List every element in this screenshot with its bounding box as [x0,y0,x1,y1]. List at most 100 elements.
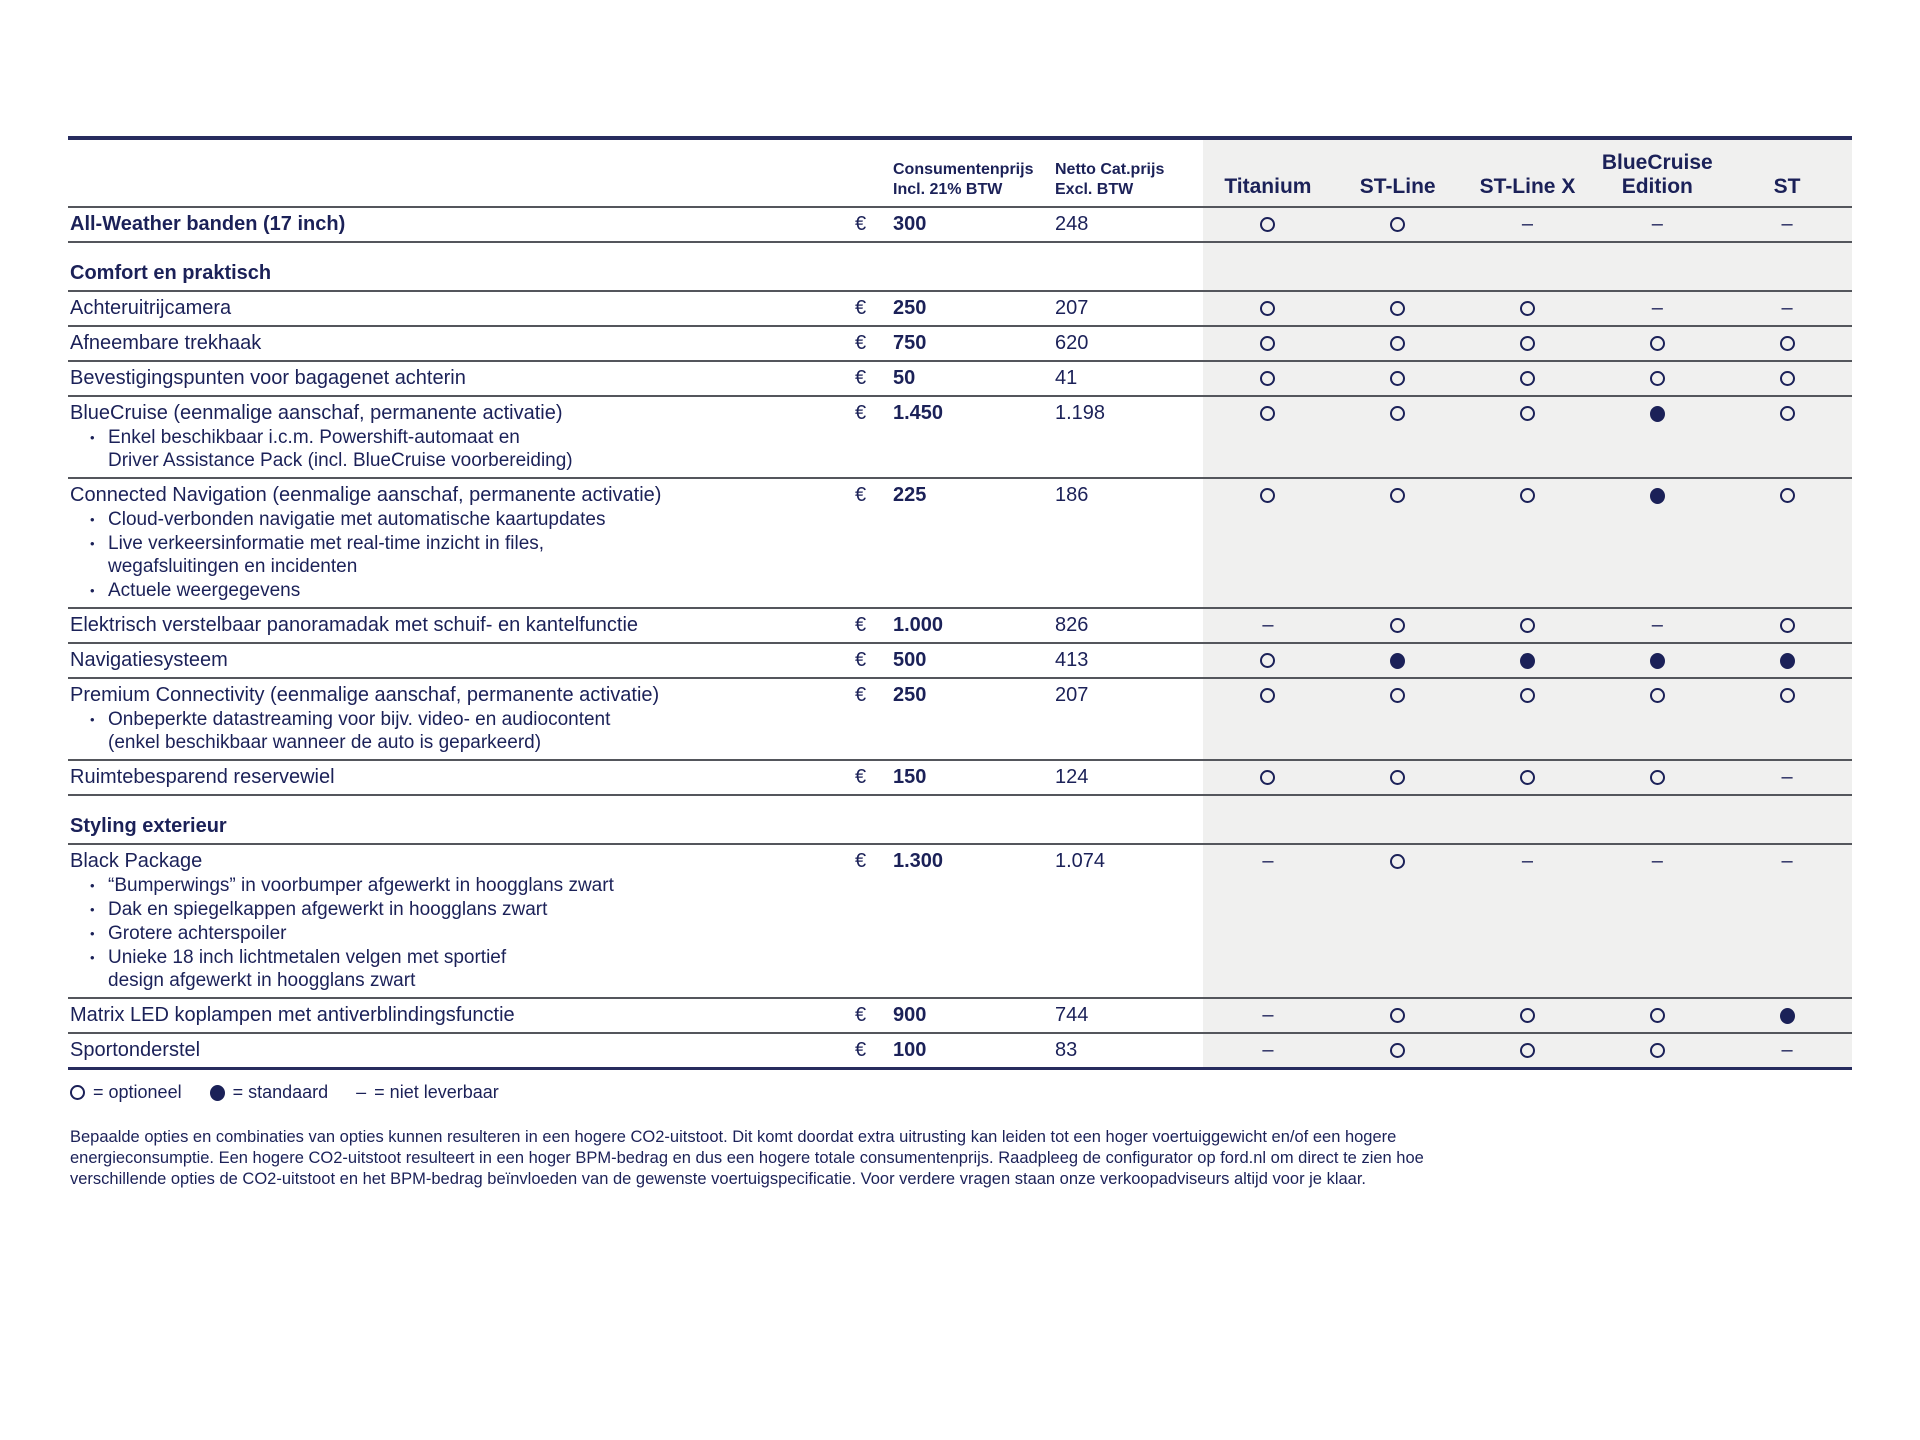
price-spacer [883,796,1053,843]
availability-cells [1203,679,1852,759]
bullet-text: Live verkeersinformatie met real-time in… [108,532,544,578]
optional-icon [70,1085,85,1100]
availability-cell [1722,397,1852,477]
option-label-text: Bevestigingspunten voor bagagenet achter… [70,367,466,389]
not-available-dash: – [1262,1039,1274,1061]
option-row: BlueCruise (eenmalige aanschaf, permanen… [68,397,1852,479]
optional-icon [1260,217,1276,232]
optional-icon [1390,770,1406,785]
bullet-icon: • [90,712,95,727]
optional-icon [1519,1008,1535,1023]
availability-cell [1333,999,1463,1032]
not-available-dash: – [1781,850,1793,872]
availability-cells [1203,479,1852,607]
not-available-dash: – [1781,213,1793,235]
section-header-row: Styling exterieur [68,796,1852,845]
bullet-item: • Onbeperkte datastreaming voor bijv. vid… [70,708,828,754]
currency-symbol: € [854,614,867,636]
optional-icon [1649,371,1665,386]
trim-column-header: ST-Line [1359,175,1436,198]
option-label-text: Elektrisch verstelbaar panoramadak met s… [70,614,639,636]
bullet-text: Onbeperkte datastreaming voor bijv. vide… [108,708,610,754]
availability-cell [1463,1034,1593,1067]
section-title: Styling exterieur [70,815,227,837]
netto-price-value: 186 [1055,484,1089,506]
optional-icon [1260,770,1276,785]
trim-columns-header: Titanium ST-Line ST-Line X BlueCruise Editi… [1203,140,1852,206]
currency-symbol: € [854,1039,867,1061]
option-label: Ruimtebesparend reservewiel [68,761,838,794]
availability-cell [1592,644,1722,677]
not-available-dash: – [1521,850,1534,872]
bullet-icon: • [90,878,95,893]
netto-price-value: 207 [1055,684,1089,706]
optional-icon [1390,217,1406,232]
option-row: Afneembare trekhaak €750 620 [68,327,1852,362]
availability-cell [1333,761,1463,794]
availability-cell [1463,761,1593,794]
not-available-dash: – [1262,850,1274,872]
netto-price-value: 826 [1055,614,1089,636]
availability-cell [1333,644,1463,677]
option-label-text: Navigatiesysteem [70,649,228,671]
availability-cell [1333,292,1463,325]
optional-icon [1260,488,1276,503]
option-label-text: Black Package [70,850,203,872]
availability-cell [1592,362,1722,395]
footnote: Bepaalde opties en combinaties van optie… [68,1127,1852,1190]
availability-cell: – [1722,1034,1852,1067]
trim-column-header: ST-Line X [1479,175,1576,198]
netto-price-value: 248 [1055,213,1089,235]
consumer-price-value: 300 [893,213,927,235]
availability-cells: – – [1203,1034,1852,1067]
optional-icon [1519,371,1535,386]
availability-cell [1722,327,1852,360]
optional-icon [1649,1008,1665,1023]
option-label-text: Afneembare trekhaak [70,332,262,354]
netto-price-value: 620 [1055,332,1089,354]
availability-cell: – [1722,761,1852,794]
availability-cell [1722,362,1852,395]
standard-icon [1390,653,1406,669]
option-row: Elektrisch verstelbaar panoramadak met s… [68,609,1852,644]
bullet-text: Enkel beschikbaar i.c.m. Powershift-auto… [108,426,573,472]
option-label: Navigatiesysteem [68,644,838,677]
availability-cells [1203,327,1852,360]
optional-icon [1260,653,1276,668]
bullet-text-line: Grotere achterspoiler [108,923,287,944]
consumer-price-column-header: Consumentenprijs Incl. 21% BTW [883,140,1053,206]
availability-cells: – – [1203,292,1852,325]
netto-price-value: 124 [1055,766,1089,788]
netto-price-header-line1: Netto Cat.prijs [1055,161,1165,178]
consumer-price-value: 50 [893,367,916,389]
footnote-line: energieconsumptie. Een hogere CO2-uitsto… [70,1149,1424,1167]
option-label: Sportonderstel [68,1034,838,1067]
availability-cell [1592,327,1722,360]
netto-price-value: 413 [1055,649,1089,671]
availability-cell [1463,609,1593,642]
optional-icon [1390,1043,1406,1058]
option-label: BlueCruise (eenmalige aanschaf, permanen… [68,397,838,477]
availability-cell [1722,679,1852,759]
consumer-price-value: 250 [893,297,927,319]
netto-spacer [1053,796,1203,843]
availability-cell [1722,999,1852,1032]
option-label: Connected Navigation (eenmalige aanschaf… [68,479,838,607]
option-row: Ruimtebesparend reservewiel €150 124 – [68,761,1852,796]
bullet-text: Cloud-verbonden navigatie met automatisc… [108,508,605,531]
standard-icon [1779,1008,1795,1024]
availability-cell [1333,362,1463,395]
not-available-dash: – [1651,297,1663,319]
not-available-dash: – [1262,614,1274,636]
legend-na-label: = niet leverbaar [374,1082,499,1102]
consumer-price-value: 100 [893,1039,927,1061]
netto-price-value: 1.198 [1055,402,1106,424]
bullet-text-line: Cloud-verbonden navigatie met automatisc… [108,509,606,530]
bullet-text-line: design afgewerkt in hoogglans zwart [108,970,416,991]
availability-cell [1592,1034,1722,1067]
not-available-dash: – [1262,1004,1274,1026]
currency-symbol: € [854,367,867,389]
optional-icon [1779,618,1795,633]
availability-cell [1333,327,1463,360]
